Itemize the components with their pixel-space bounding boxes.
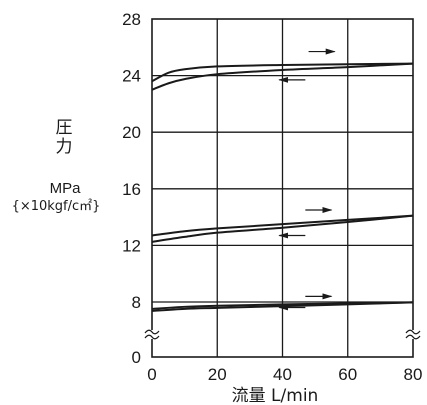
curve-12-decreasing xyxy=(151,214,414,243)
y-axis-unit: MPa xyxy=(49,180,81,197)
y-tick-label-28: 28 xyxy=(122,10,141,29)
plot-frame xyxy=(151,18,414,358)
y-tick-label-16: 16 xyxy=(122,180,141,199)
y-tick-label-12: 12 xyxy=(122,236,141,255)
y-tick-label-20: 20 xyxy=(122,123,141,142)
x-tick-label-80: 80 xyxy=(404,365,423,384)
x-tick-label-20: 20 xyxy=(208,365,227,384)
axis-break-mark-right-lower xyxy=(405,334,421,340)
y-axis-unit-conversion: {×10kgf/c㎡} xyxy=(11,199,101,214)
curve-24-decreasing xyxy=(151,62,414,91)
curve-12-increasing xyxy=(151,214,414,237)
y-axis-label-line1: 圧 xyxy=(55,118,73,138)
y-tick-label-8: 8 xyxy=(132,293,141,312)
y-tick-label-0: 0 xyxy=(132,348,141,367)
y-tick-label-24: 24 xyxy=(122,67,141,86)
curve-8-decreasing xyxy=(151,301,414,312)
x-tick-label-0: 0 xyxy=(147,365,156,384)
x-tick-label-40: 40 xyxy=(273,365,292,384)
x-tick-label-60: 60 xyxy=(338,365,357,384)
y-axis-label-line2: 力 xyxy=(55,137,73,157)
axis-break-mark-left-upper xyxy=(144,329,160,335)
axis-break-gap-left xyxy=(148,330,156,339)
curve-24-increasing xyxy=(151,62,414,83)
axis-break-mark-right-upper xyxy=(405,329,421,335)
x-axis-label: 流量 L/min xyxy=(232,386,319,405)
axis-break-gap-right xyxy=(409,330,417,339)
axis-break-mark-left-lower xyxy=(144,334,160,340)
